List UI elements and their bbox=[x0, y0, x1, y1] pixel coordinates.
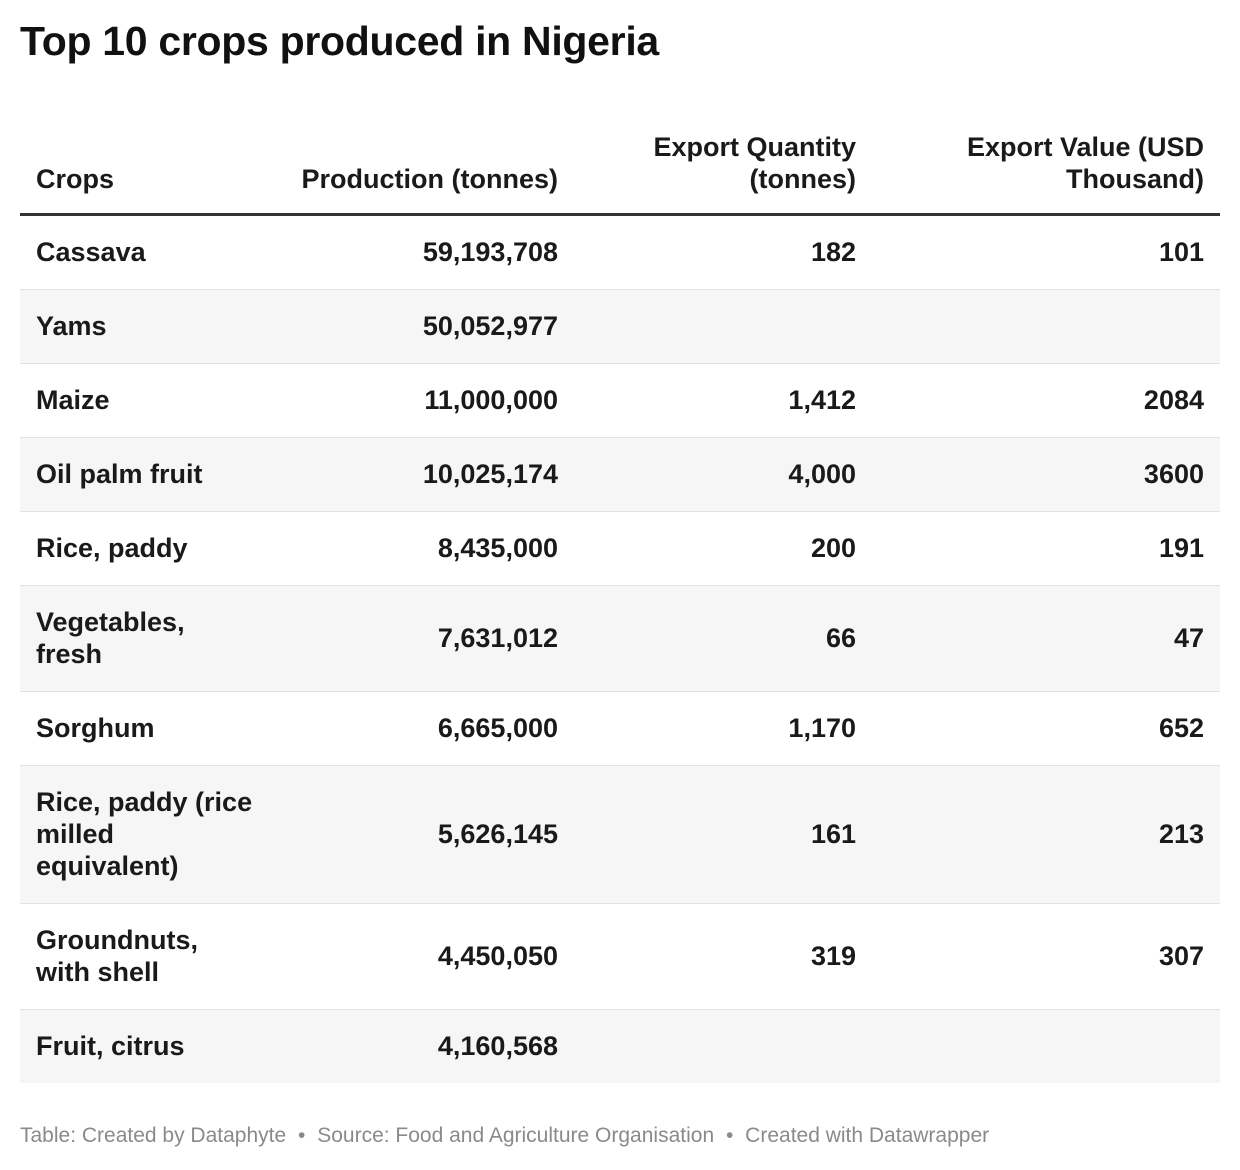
cell-crop: Vegetables, fresh bbox=[36, 607, 185, 669]
column-header-export-quantity[interactable]: Export Quantity (tonnes) bbox=[574, 110, 872, 216]
cell-crop: Groundnuts, with shell bbox=[36, 925, 198, 987]
cell-export-value: 652 bbox=[1158, 713, 1204, 743]
cell-export-quantity: 4,000 bbox=[788, 459, 856, 489]
table-row: Yams 50,052,977 bbox=[20, 289, 1220, 363]
cell-export-quantity: 319 bbox=[810, 941, 856, 971]
cell-export-value bbox=[872, 289, 1220, 363]
cell-export-quantity bbox=[574, 1009, 872, 1083]
footer-source: Source: Food and Agriculture Organisatio… bbox=[317, 1124, 715, 1147]
cell-export-value bbox=[872, 1009, 1220, 1083]
table-row: Maize 11,000,000 1,412 2084 bbox=[20, 363, 1220, 437]
cell-crop: Sorghum bbox=[36, 713, 155, 743]
column-header-production[interactable]: Production (tonnes) bbox=[274, 110, 574, 216]
cell-crop: Oil palm fruit bbox=[36, 459, 203, 489]
cell-export-quantity bbox=[574, 289, 872, 363]
table-body: Cassava 59,193,708 182 101 Yams 50,052,977 Mai… bbox=[20, 214, 1220, 1083]
cell-crop: Yams bbox=[36, 311, 107, 341]
footer-table-credit: Table: Created by Dataphyte bbox=[20, 1124, 287, 1147]
cell-production: 4,450,050 bbox=[437, 941, 558, 971]
cell-crop: Cassava bbox=[36, 237, 146, 267]
table-row: Vegetables, fresh 7,631,012 66 47 bbox=[20, 585, 1220, 691]
footer-separator: • bbox=[725, 1124, 734, 1147]
cell-export-value: 191 bbox=[1158, 533, 1204, 563]
cell-crop: Rice, paddy bbox=[36, 533, 188, 563]
footer-credits: Table: Created by Dataphyte • Source: Fo… bbox=[20, 1124, 989, 1148]
footer-separator: • bbox=[298, 1124, 306, 1147]
cell-production: 10,025,174 bbox=[422, 459, 558, 489]
cell-export-value: 47 bbox=[1173, 623, 1204, 653]
table-row: Sorghum 6,665,000 1,170 652 bbox=[20, 691, 1220, 765]
cell-export-quantity: 66 bbox=[825, 623, 856, 653]
cell-crop: Maize bbox=[36, 385, 110, 415]
table-header-row: Crops Production (tonnes) Export Quantit… bbox=[20, 110, 1220, 216]
cell-export-quantity: 200 bbox=[810, 533, 856, 563]
cell-export-value: 3600 bbox=[1143, 459, 1204, 489]
table-row: Rice, paddy (rice milled equivalent) 5,62… bbox=[20, 765, 1220, 903]
cell-production: 11,000,000 bbox=[424, 385, 558, 415]
cell-export-quantity: 161 bbox=[810, 819, 856, 849]
footer-created-with[interactable]: Created with Datawrapper bbox=[745, 1124, 990, 1147]
cell-export-value: 307 bbox=[1158, 941, 1204, 971]
table-row: Groundnuts, with shell 4,450,050 319 307 bbox=[20, 903, 1220, 1009]
table-row: Cassava 59,193,708 182 101 bbox=[20, 214, 1220, 289]
cell-crop: Rice, paddy (rice milled equivalent) bbox=[36, 787, 253, 881]
crops-table: Crops Production (tonnes) Export Quantit… bbox=[20, 110, 1220, 1083]
chart-title: Top 10 crops produced in Nigeria bbox=[20, 18, 659, 64]
cell-export-value: 213 bbox=[1158, 819, 1204, 849]
cell-production: 4,160,568 bbox=[437, 1031, 558, 1061]
column-header-export-value[interactable]: Export Value (USD Thousand) bbox=[872, 110, 1220, 216]
cell-production: 8,435,000 bbox=[437, 533, 558, 563]
table-row: Fruit, citrus 4,160,568 bbox=[20, 1009, 1220, 1083]
cell-export-quantity: 1,412 bbox=[788, 385, 856, 415]
column-header-crops[interactable]: Crops bbox=[20, 110, 274, 216]
cell-export-quantity: 1,170 bbox=[788, 713, 856, 743]
cell-production: 59,193,708 bbox=[422, 237, 558, 267]
cell-export-value: 101 bbox=[1158, 237, 1204, 267]
table-row: Oil palm fruit 10,025,174 4,000 3600 bbox=[20, 437, 1220, 511]
cell-crop: Fruit, citrus bbox=[36, 1031, 185, 1061]
cell-export-quantity: 182 bbox=[810, 237, 856, 267]
table-row: Rice, paddy 8,435,000 200 191 bbox=[20, 511, 1220, 585]
cell-production: 7,631,012 bbox=[437, 623, 558, 653]
cell-production: 5,626,145 bbox=[437, 819, 558, 849]
cell-production: 50,052,977 bbox=[422, 311, 558, 341]
cell-export-value: 2084 bbox=[1143, 385, 1204, 415]
cell-production: 6,665,000 bbox=[437, 713, 558, 743]
